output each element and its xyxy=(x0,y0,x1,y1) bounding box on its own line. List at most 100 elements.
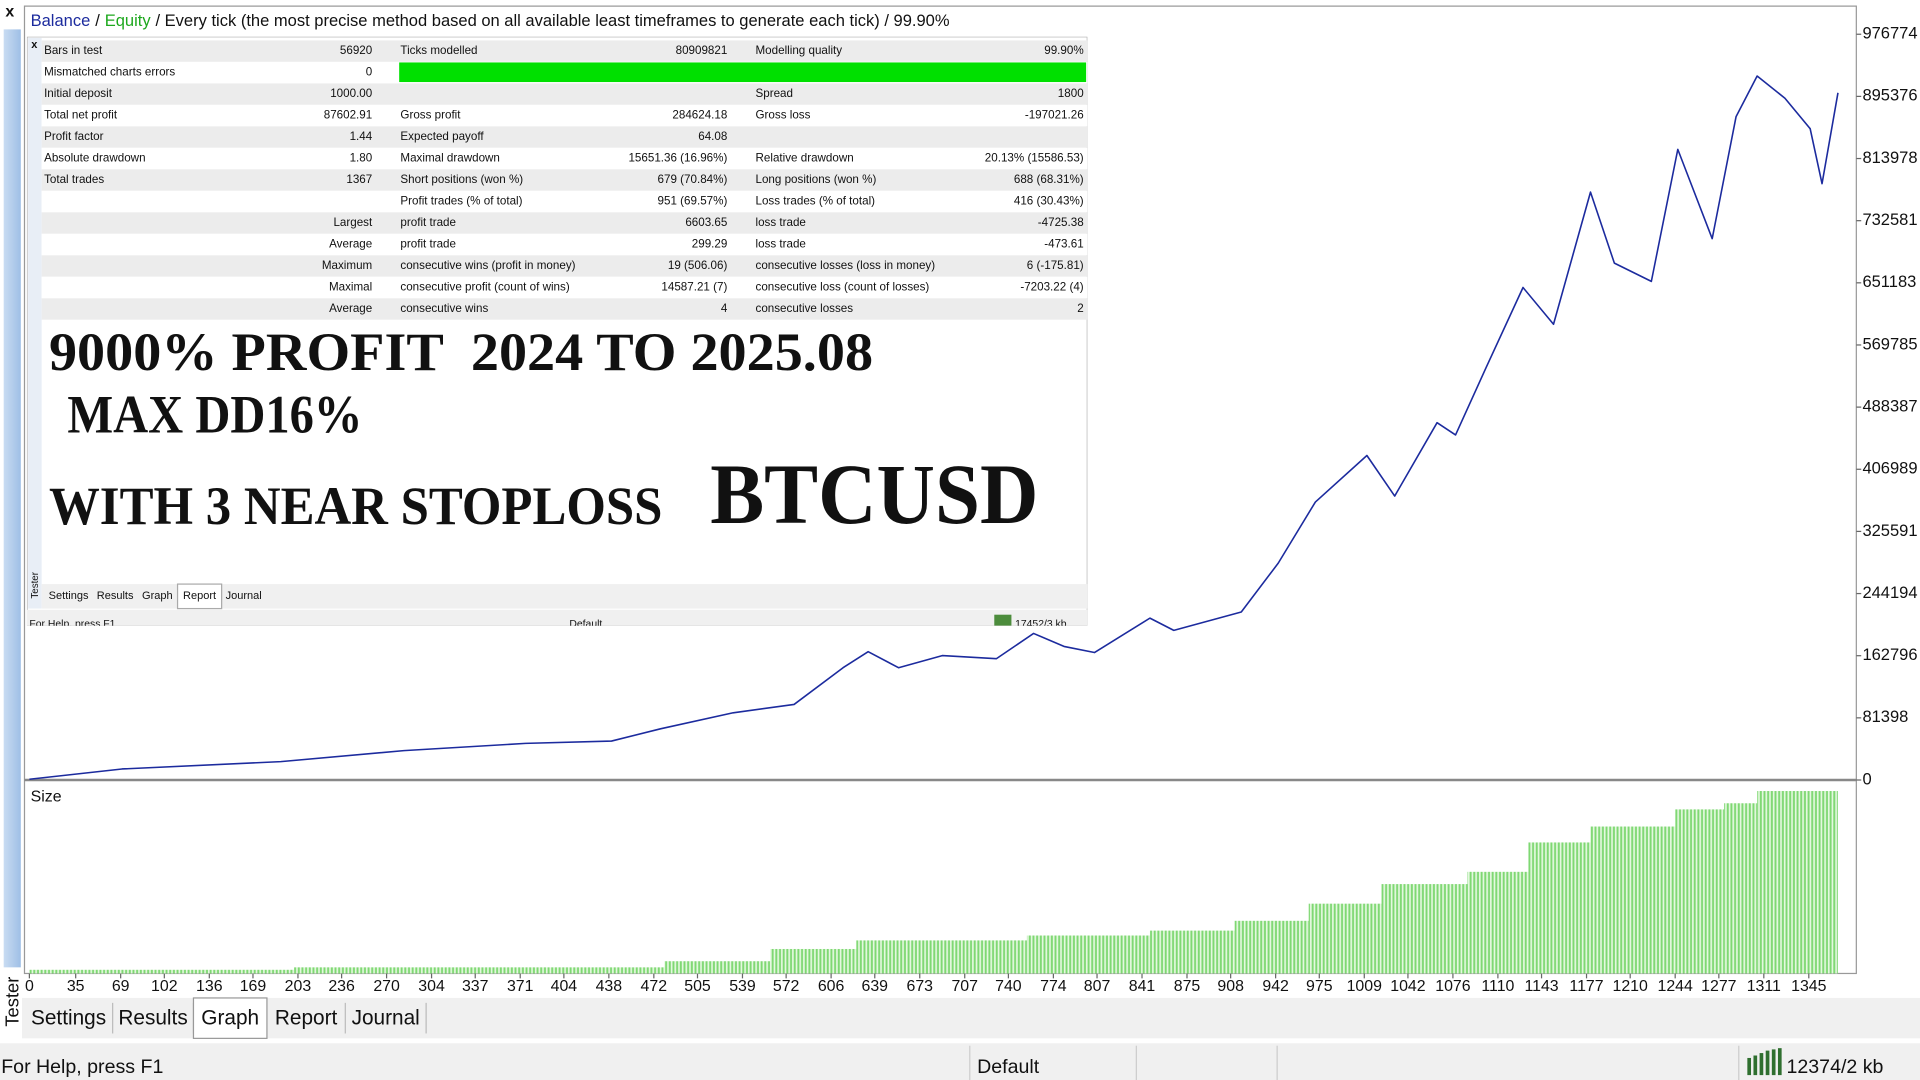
report-cell: loss trade xyxy=(756,237,806,250)
report-status-help: For Help, press F1 xyxy=(29,619,115,630)
size-bar xyxy=(1381,884,1468,974)
report-cell: Initial deposit xyxy=(44,87,113,100)
x-tick-label: 673 xyxy=(906,978,933,995)
x-tick-label: 438 xyxy=(596,978,623,995)
x-tick-label: 572 xyxy=(773,978,800,995)
active-tab xyxy=(192,997,268,1039)
report-cell: -4725.38 xyxy=(1038,216,1084,229)
size-bar xyxy=(1026,935,1150,974)
report-cell: 56920 xyxy=(340,44,373,57)
report-cell: 99.90% xyxy=(1044,44,1083,57)
report-cell: Absolute drawdown xyxy=(44,151,145,164)
report-cell: 87602.91 xyxy=(324,108,373,121)
x-tick-label: 908 xyxy=(1217,978,1244,995)
report-row xyxy=(41,298,1088,320)
y-tick-label: 488387 xyxy=(1862,396,1917,415)
report-table: Bars in test 56920 Ticks modelled 80909821 M… xyxy=(41,40,1088,320)
x-tick-label: 1277 xyxy=(1701,978,1737,995)
report-cell: 19 (506.06) xyxy=(668,259,728,272)
y-tick-label: 976774 xyxy=(1862,24,1917,43)
report-cell: 6 (-175.81) xyxy=(1027,259,1084,272)
x-tick-label: 0 xyxy=(25,978,34,995)
x-tick-label: 942 xyxy=(1262,978,1289,995)
x-tick-label: 707 xyxy=(951,978,978,995)
report-row xyxy=(41,233,1088,256)
report-tab[interactable]: Report xyxy=(183,590,216,602)
size-bar xyxy=(1234,920,1309,974)
size-bar xyxy=(1308,903,1382,974)
report-cell: 80909821 xyxy=(676,44,728,57)
report-tab[interactable]: Results xyxy=(97,590,134,602)
report-row xyxy=(41,212,1088,234)
tab[interactable]: Report xyxy=(275,1006,338,1029)
report-cell: 299.29 xyxy=(692,237,728,250)
x-tick-label: 1076 xyxy=(1435,978,1471,995)
close-button[interactable]: x xyxy=(5,3,14,20)
status-bar xyxy=(0,1043,1920,1080)
report-tab[interactable]: Graph xyxy=(142,590,173,602)
report-cell: loss trade xyxy=(756,216,806,229)
x-tick-label: 740 xyxy=(995,978,1022,995)
report-cell: profit trade xyxy=(400,216,456,229)
report-active-tab xyxy=(176,583,223,610)
y-tick-label: 325591 xyxy=(1862,521,1917,540)
report-cell: 4 xyxy=(721,302,728,315)
report-tab[interactable]: Settings xyxy=(49,590,89,602)
x-tick-label: 639 xyxy=(861,978,888,995)
report-cell: profit trade xyxy=(400,237,456,250)
y-tick-label: 81398 xyxy=(1862,707,1908,726)
report-cell: 1.80 xyxy=(350,151,373,164)
tab[interactable]: Journal xyxy=(352,1006,420,1029)
report-cell: Long positions (won %) xyxy=(756,173,877,186)
report-cell: Gross loss xyxy=(756,108,811,121)
report-cell: Gross profit xyxy=(400,108,461,121)
y-tick-label: 895376 xyxy=(1862,86,1917,105)
size-bar xyxy=(664,961,771,974)
x-tick-label: 807 xyxy=(1084,978,1111,995)
report-cell: consecutive profit (count of wins) xyxy=(400,280,569,293)
tab[interactable]: Graph xyxy=(201,1006,259,1029)
chart-title: Balance / Equity / Every tick (the most pre… xyxy=(31,11,950,30)
report-cell: Total net profit xyxy=(44,108,118,121)
status-help: For Help, press F1 xyxy=(1,1056,163,1078)
report-close[interactable]: x xyxy=(31,39,38,51)
report-inset: x Tester Bars in test 56920 Ticks modelled… xyxy=(26,36,1088,630)
x-tick-label: 304 xyxy=(418,978,445,995)
tab[interactable]: Results xyxy=(118,1006,187,1029)
report-tab[interactable]: Journal xyxy=(226,590,262,602)
side-strip xyxy=(3,29,21,968)
side-label: Tester xyxy=(1,977,22,1027)
report-cell: Mismatched charts errors xyxy=(44,65,175,78)
y-tick-label: 813978 xyxy=(1862,148,1917,167)
x-tick-label: 1143 xyxy=(1524,978,1558,995)
status-traffic: 12374/2 kb xyxy=(1787,1056,1884,1078)
report-cell: Expected payoff xyxy=(400,130,484,143)
x-tick-label: 404 xyxy=(551,978,578,995)
report-cell: -7203.22 (4) xyxy=(1020,280,1083,293)
report-row xyxy=(41,190,1088,213)
report-row xyxy=(41,169,1088,191)
x-tick-label: 1042 xyxy=(1390,978,1426,995)
y-tick-label: 162796 xyxy=(1862,645,1917,664)
separator: / xyxy=(95,11,100,30)
size-title: Size xyxy=(31,788,62,805)
tab[interactable]: Settings xyxy=(31,1006,106,1029)
overlay-line: WITH 3 NEAR STOPLOSS xyxy=(49,476,662,536)
y-tick-label: 0 xyxy=(1862,769,1871,788)
x-tick-label: 505 xyxy=(684,978,711,995)
report-row xyxy=(41,40,1088,62)
report-connection-icon xyxy=(994,614,1012,626)
x-tick-label: 1110 xyxy=(1481,978,1514,995)
tabs: Settings Results Graph Report Journal xyxy=(31,997,427,1039)
size-bar xyxy=(1528,842,1591,974)
x-tick-label: 69 xyxy=(112,978,130,995)
y-tick-label: 406989 xyxy=(1862,459,1917,478)
x-tick-label: 102 xyxy=(151,978,178,995)
report-row xyxy=(41,276,1088,299)
x-tick-label: 1345 xyxy=(1791,978,1827,995)
report-cell: -197021.26 xyxy=(1025,108,1084,121)
x-tick-label: 270 xyxy=(373,978,400,995)
